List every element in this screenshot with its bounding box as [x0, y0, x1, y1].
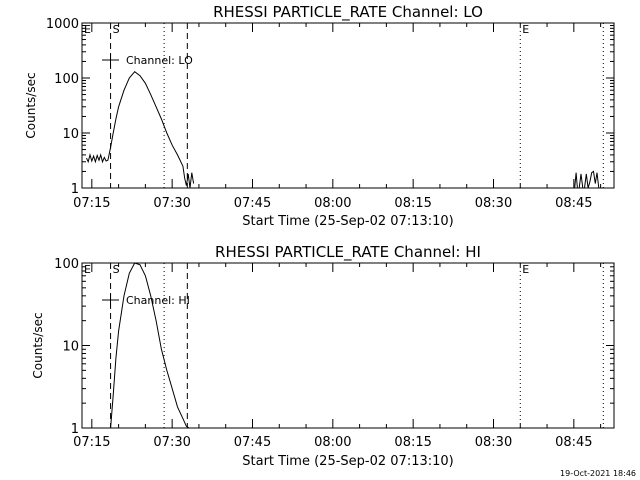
y-tick-label: 1	[71, 182, 79, 197]
footer-date: 19-Oct-2021 18:46	[560, 469, 636, 478]
x-tick-label: 08:00	[314, 435, 351, 450]
y-tick-label: 10	[62, 127, 79, 142]
event-marker-label: E	[84, 263, 91, 276]
x-tick-label: 07:45	[234, 196, 271, 211]
y-tick-label: 1	[71, 422, 79, 437]
x-tick-label: 08:15	[394, 435, 431, 450]
chart-panel-1: RHESSI PARTICLE_RATE Channel: LO Counts/s…	[24, 3, 615, 229]
chart-title: RHESSI PARTICLE_RATE Channel: HI	[215, 243, 481, 262]
data-series-line-2	[574, 170, 601, 189]
chart-panel-2: RHESSI PARTICLE_RATE Channel: HI Counts/s…	[31, 243, 615, 469]
x-tick-label: 07:45	[234, 435, 271, 450]
x-tick-label: 07:15	[73, 435, 110, 450]
x-axis-label: Start Time (25-Sep-02 07:13:10)	[242, 454, 453, 469]
y-axis-label: Counts/sec	[31, 312, 45, 378]
x-tick-label: 08:30	[475, 435, 512, 450]
event-marker-label: E	[522, 23, 529, 36]
plot-frame	[81, 262, 615, 429]
event-marker-label: S	[113, 263, 120, 276]
y-tick-label: 10	[62, 340, 79, 355]
plot-frame	[81, 22, 615, 189]
x-tick-label: 07:30	[153, 196, 190, 211]
x-tick-label: 08:45	[555, 196, 592, 211]
x-tick-label: 08:15	[394, 196, 431, 211]
y-tick-label: 1000	[46, 17, 79, 32]
legend-label: Channel: LO	[126, 54, 193, 67]
event-marker-label: S	[113, 23, 120, 36]
data-series-line-1	[86, 71, 195, 189]
data-series-line-1	[110, 262, 190, 429]
y-tick-label: 100	[54, 257, 79, 272]
y-tick-label: 100	[54, 72, 79, 87]
legend-label: Channel: HI	[126, 294, 190, 307]
x-tick-label: 07:15	[73, 196, 110, 211]
chart-title: RHESSI PARTICLE_RATE Channel: LO	[213, 3, 483, 22]
event-marker-label: E	[522, 263, 529, 276]
x-tick-label: 07:30	[153, 435, 190, 450]
x-axis-label: Start Time (25-Sep-02 07:13:10)	[242, 214, 453, 229]
x-tick-label: 08:30	[475, 196, 512, 211]
y-axis-label: Counts/sec	[24, 72, 38, 138]
x-tick-label: 08:00	[314, 196, 351, 211]
x-tick-label: 08:45	[555, 435, 592, 450]
event-marker-label: E	[84, 23, 91, 36]
